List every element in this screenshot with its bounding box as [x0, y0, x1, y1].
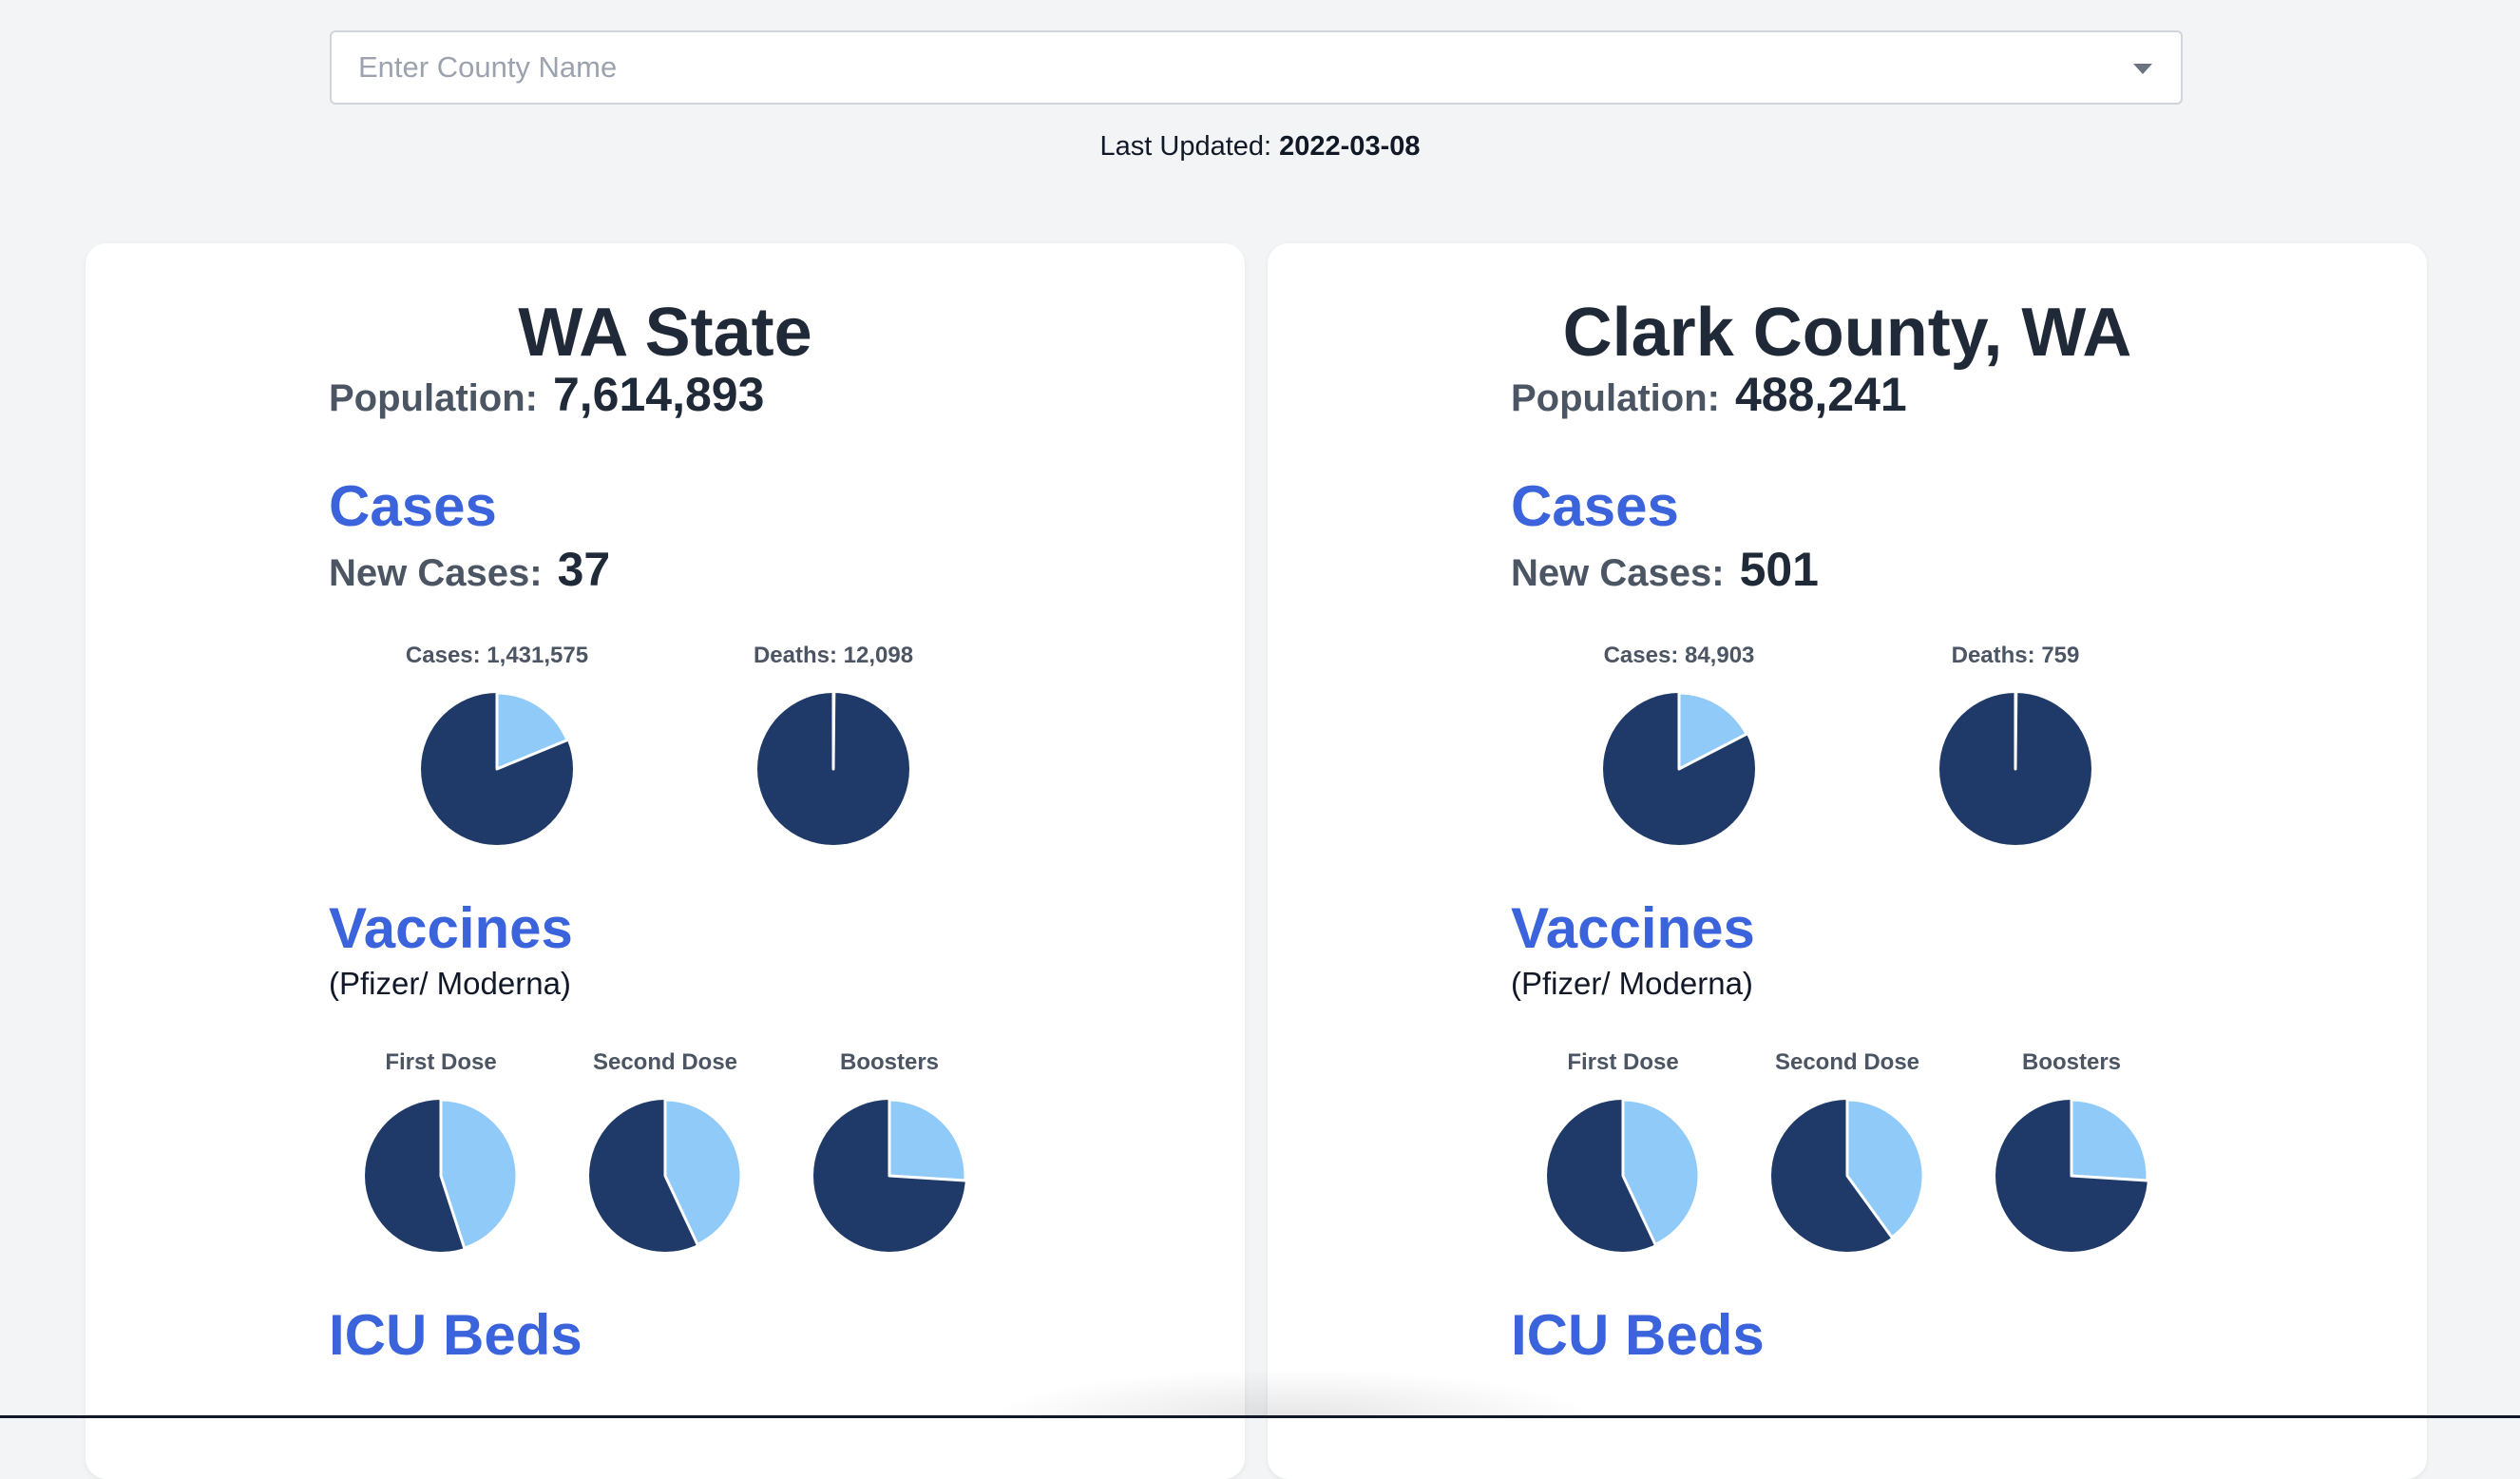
deaths-pie-label: Deaths: 12,098 — [753, 643, 914, 668]
card-title: WA State — [518, 295, 812, 371]
pie-slice-value — [1677, 691, 1748, 771]
population-row: Population: 7,614,893 — [329, 367, 764, 422]
pie-slice-value — [2070, 1098, 2149, 1182]
pie-slice-value — [1845, 1098, 1925, 1239]
new-cases-value: 501 — [1739, 543, 1819, 596]
population-value: 488,241 — [1734, 368, 1907, 421]
county-search-placeholder: Enter County Name — [358, 50, 618, 84]
pie-slice-value — [663, 1098, 743, 1246]
cases-pie-label: Cases: 84,903 — [1603, 643, 1755, 668]
window-bottom-edge — [0, 1415, 2520, 1418]
first-dose-pie-chart[interactable] — [1544, 1097, 1702, 1255]
new-cases-row: New Cases: 501 — [1511, 542, 1819, 597]
first-dose-pie-label: First Dose — [1567, 1049, 1679, 1075]
cases-pie-label: Cases: 1,431,575 — [405, 643, 589, 668]
second-dose-pie-label: Second Dose — [1774, 1049, 1920, 1075]
cases-heading: Cases — [1511, 474, 1679, 538]
boosters-pie-label: Boosters — [839, 1049, 940, 1075]
new-cases-row: New Cases: 37 — [329, 542, 610, 597]
vaccines-heading: Vaccines — [329, 896, 573, 960]
icu-beds-heading: ICU Beds — [329, 1303, 582, 1367]
first-dose-pie-label: First Dose — [385, 1049, 497, 1075]
second-dose-pie-label: Second Dose — [592, 1049, 738, 1075]
vaccines-note: (Pfizer/ Moderna) — [329, 966, 571, 1001]
pie-slice-value — [439, 1098, 519, 1250]
deaths-pie-label: Deaths: 759 — [1951, 643, 2080, 668]
cases-pie-chart[interactable] — [1600, 690, 1758, 848]
icu-beds-heading: ICU Beds — [1511, 1303, 1765, 1367]
cases-pie-chart[interactable] — [418, 690, 576, 848]
chevron-down-icon[interactable] — [2133, 64, 2152, 74]
last-updated: Last Updated: 2022-03-08 — [0, 131, 2520, 163]
boosters-pie-label: Boosters — [2021, 1049, 2122, 1075]
deaths-pie-chart[interactable] — [754, 690, 912, 848]
vaccines-note: (Pfizer/ Moderna) — [1511, 966, 1753, 1001]
pie-slice-value — [2014, 691, 2018, 771]
population-value: 7,614,893 — [552, 368, 765, 421]
cases-heading: Cases — [329, 474, 497, 538]
second-dose-pie-chart[interactable] — [1768, 1097, 1926, 1255]
boosters-pie-chart[interactable] — [1993, 1097, 2150, 1255]
vaccines-heading: Vaccines — [1511, 896, 1755, 960]
boosters-pie-chart[interactable] — [811, 1097, 968, 1255]
last-updated-label: Last Updated: — [1099, 131, 1272, 162]
population-label: Population: — [1511, 377, 1720, 419]
county-card: Clark County, WA Population: 488,241 Cas… — [1268, 243, 2427, 1479]
pie-slice-value — [1621, 1098, 1701, 1246]
population-row: Population: 488,241 — [1511, 367, 1907, 422]
second-dose-pie-chart[interactable] — [586, 1097, 744, 1255]
state-card: WA State Population: 7,614,893 Cases New… — [86, 243, 1245, 1479]
first-dose-pie-chart[interactable] — [362, 1097, 520, 1255]
population-label: Population: — [329, 377, 538, 419]
pie-slice-value — [888, 1098, 967, 1182]
new-cases-label: New Cases: — [329, 552, 543, 594]
last-updated-date: 2022-03-08 — [1279, 131, 1421, 162]
new-cases-value: 37 — [557, 543, 611, 596]
new-cases-label: New Cases: — [1511, 552, 1725, 594]
deaths-pie-chart[interactable] — [1937, 690, 2094, 848]
county-search-select[interactable]: Enter County Name — [330, 30, 2183, 105]
card-title: Clark County, WA — [1562, 295, 2132, 371]
pie-slice-value — [831, 691, 836, 771]
pie-slice-value — [495, 691, 569, 771]
